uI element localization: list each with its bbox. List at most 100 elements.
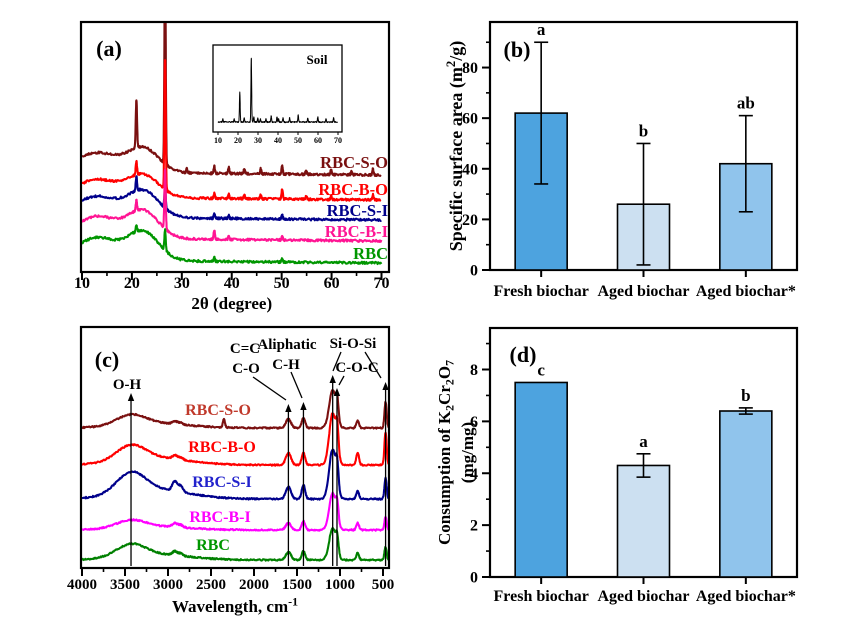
inset-tick-label: 70: [334, 136, 342, 145]
panel-a-tag: (a): [96, 36, 122, 61]
x-tick-label: 3500: [110, 577, 140, 593]
annotation-pointer-line: [364, 351, 382, 379]
y-tick-label: 4: [470, 466, 478, 483]
category-label-0: Fresh biochar: [494, 283, 589, 300]
legend-RBC: RBC: [353, 244, 388, 263]
legend-RBC-B-I: RBC-B-I: [189, 509, 250, 526]
sig-letter-b-2: ab: [737, 94, 755, 113]
x-tick-label: 20: [124, 275, 140, 292]
legend-RBC-S-I: RBC-S-I: [192, 474, 252, 491]
annotation-arrowhead: [329, 375, 336, 383]
x-tick-label: 1000: [325, 577, 355, 593]
bar-d-1: [616, 464, 671, 578]
y-tick-label: 40: [462, 161, 478, 178]
legend-RBC-B-O: RBC-B-O: [318, 180, 388, 199]
curve-RBC-S-I: [82, 448, 388, 501]
y-tick-label: 60: [462, 111, 478, 128]
y-tick-label: 6: [470, 414, 478, 431]
x-tick-label: 40: [224, 275, 240, 292]
category-label-2: Aged biochar*: [696, 588, 796, 605]
annotation-Aliphatic: Aliphatic: [257, 337, 317, 353]
legend-RBC-B-O: RBC-B-O: [188, 439, 256, 456]
inset-tick-label: 50: [294, 136, 302, 145]
category-label-1: Aged biochar: [598, 588, 690, 605]
sig-letter-b-0: a: [537, 20, 546, 39]
curve-RBC: [82, 224, 383, 266]
annotation-C-H: C-H: [272, 357, 300, 373]
annotation-pointer-line: [338, 375, 345, 386]
curve-RBC-S-I: [82, 175, 382, 222]
bar-d-2: [719, 410, 773, 578]
inset-soil-curve: [217, 57, 339, 124]
y-tick-label: 0: [470, 570, 478, 587]
bar-d-0: [514, 381, 568, 578]
inset-tick-label: 60: [314, 136, 322, 145]
curve-RBC-B-O: [82, 412, 388, 467]
sig-letter-b-1: b: [639, 121, 648, 140]
panel-c-frame: [79, 325, 391, 570]
curve-RBC-B-I: [82, 168, 383, 243]
annotation-C=C: C=C: [230, 341, 260, 357]
panel-a-frame: [79, 20, 391, 274]
x-tick-label: 70: [374, 275, 390, 292]
inset-tick-label: 20: [234, 136, 242, 145]
x-axis-title-c: Wavelength, cm-1: [172, 595, 298, 617]
curve-RBC-S-O: [82, 389, 388, 430]
annotation-arrowhead: [300, 402, 307, 410]
annotation-pointer-line: [332, 351, 342, 372]
x-tick-label: 60: [324, 275, 340, 292]
annotation-pointer-line: [290, 371, 303, 399]
x-tick-label: 10: [74, 275, 90, 292]
inset-tick-label: 40: [274, 136, 282, 145]
panel-b-tag: (b): [504, 37, 531, 62]
curve-RBC-S-O: [82, 23, 382, 178]
y-tick-label: 80: [462, 60, 478, 77]
legend-RBC-S-O: RBC-S-O: [185, 402, 251, 419]
y-axis-title-d-1: (mg/mg): [458, 422, 477, 483]
x-tick-label: 50: [274, 275, 290, 292]
panel-d-tag: (d): [510, 342, 537, 367]
x-tick-label: 30: [174, 275, 190, 292]
y-tick-label: 0: [470, 263, 478, 280]
x-tick-label: 4000: [67, 577, 97, 593]
curve-RBC: [82, 526, 388, 562]
annotation-arrowhead: [382, 382, 389, 390]
legend-RBC-B-I: RBC-B-I: [325, 222, 388, 241]
category-label-0: Fresh biochar: [494, 588, 589, 605]
category-label-1: Aged biochar: [598, 283, 690, 300]
inset-title: Soil: [307, 52, 328, 67]
x-tick-label: 3000: [153, 577, 183, 593]
x-axis-title-a: 2θ (degree): [191, 294, 272, 313]
y-axis-title-d-0: Consumption of K2Cr2O7: [435, 360, 457, 545]
annotation-Si-O-Si: Si-O-Si: [330, 336, 377, 352]
annotation-arrowhead: [127, 393, 135, 401]
x-tick-label: 2500: [196, 577, 226, 593]
y-tick-label: 2: [470, 518, 478, 535]
sig-letter-d-2: b: [741, 386, 750, 405]
y-tick-label: 8: [470, 362, 478, 379]
legend-RBC-S-I: RBC-S-I: [327, 201, 388, 220]
curve-RBC-B-I: [82, 491, 388, 532]
inset-tick-label: 10: [214, 136, 222, 145]
annotation-arrowhead: [285, 404, 292, 412]
annotation-pointer-line: [252, 376, 287, 401]
x-tick-label: 1500: [282, 577, 312, 593]
category-label-2: Aged biochar*: [696, 283, 796, 300]
curve-RBC-B-O: [82, 58, 382, 203]
y-tick-label: 20: [462, 212, 478, 229]
x-tick-label: 2000: [239, 577, 269, 593]
y-axis-title-b-0: Specific surface area (m2/g): [444, 41, 467, 251]
sig-letter-d-0: c: [537, 360, 545, 379]
sig-letter-d-1: a: [639, 432, 648, 451]
x-tick-label: 500: [372, 577, 395, 593]
annotation-C-O-C: C-O-C: [335, 360, 378, 376]
panel-c-tag: (c): [95, 347, 119, 372]
annotation-C-O: C-O: [232, 361, 260, 377]
inset-tick-label: 30: [254, 136, 262, 145]
annotation-O-H: O-H: [113, 377, 142, 393]
legend-RBC-S-O: RBC-S-O: [320, 153, 388, 172]
legend-RBC: RBC: [196, 537, 230, 554]
annotation-arrowhead: [333, 388, 341, 396]
